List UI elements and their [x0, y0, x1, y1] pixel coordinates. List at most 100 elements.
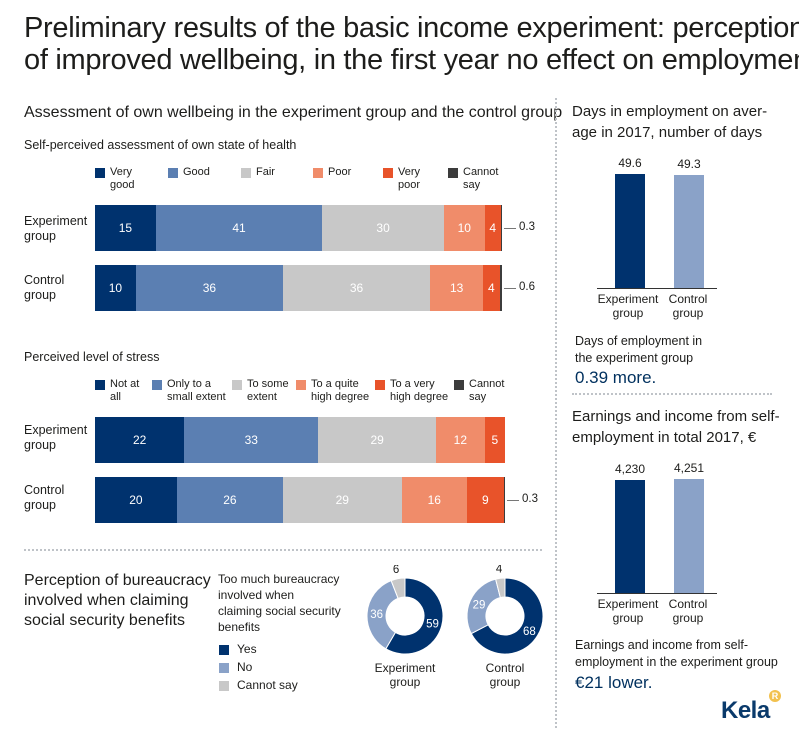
employment-title: Days in employment on aver- age in 2017,… [572, 103, 768, 141]
health-bar-row2-seg1: 10 [95, 265, 136, 311]
donut-experiment-slice-2 [366, 579, 399, 650]
health-row-label-control: Control group [24, 273, 65, 302]
earnings-value-1: 4,230 [614, 461, 646, 476]
legend-very-high: To a very high degree [390, 378, 449, 403]
donut-charts: 59 36 6 68 29 4 [366, 565, 544, 655]
legend-swatch-poor [313, 168, 323, 178]
health-bar-row2-seg5: 4 [483, 265, 500, 311]
donut-label-control: Control group [485, 661, 525, 689]
legend-cannot-say: Cannot say [463, 166, 499, 191]
stress-bar-row1-seg3: 29 [318, 417, 436, 463]
employment-value-1: 49.6 [618, 156, 642, 170]
legend-swatch-very-good [95, 168, 105, 178]
legend-stress-cannot-say: Cannot say [469, 378, 505, 403]
donut-control-slice-3 [495, 577, 506, 599]
legend-small-extent: Only to a small extent [167, 378, 226, 403]
employment-bar-2 [674, 174, 704, 288]
health-bar-row2-seg6 [499, 265, 502, 311]
legend-swatch-some-extent [232, 380, 242, 390]
stress-bar-row2-seg4: 16 [401, 477, 467, 523]
donut-experiment-slice-label-1: 59 [426, 618, 439, 630]
stress-bar-row1-seg5: 5 [484, 417, 505, 463]
health-callout-line-row1 [504, 228, 516, 229]
donut-control-slice-label-3: 4 [496, 565, 503, 575]
donut-label-experiment: Experiment group [374, 661, 436, 689]
stress-callout-label-row2: 0.3 [522, 493, 538, 505]
donut-control-slice-1 [470, 577, 544, 655]
legend-swatch-very-poor [383, 168, 393, 178]
legend-swatch-not-at-all [95, 380, 105, 390]
employment-bar-1 [615, 174, 645, 288]
donut-control-slice-label-1: 68 [523, 626, 536, 638]
health-callout-label-row2: 0.6 [519, 281, 535, 293]
bureaucracy-title: Perception of bureaucracy involved when … [24, 572, 211, 629]
health-callout-line-row2 [504, 288, 516, 289]
health-row-label-experiment: Experiment group [24, 214, 88, 243]
earnings-label-control: Control group [668, 597, 708, 625]
divider-horizontal-left [24, 549, 542, 551]
donut-experiment-slice-3 [390, 577, 406, 599]
stress-bar-row2-seg3: 29 [283, 477, 402, 523]
health-bar-row2-seg3: 36 [282, 265, 431, 311]
legend-very-good: Very good [110, 166, 135, 191]
health-bar-row1-seg2: 41 [155, 205, 323, 251]
health-bar-row1-seg3: 30 [322, 205, 444, 251]
donut-legend-no: No [237, 660, 253, 674]
stress-bar-row2-seg5: 9 [466, 477, 504, 523]
donut-legend-yes: Yes [237, 642, 257, 656]
donut-experiment-slice-label-3: 6 [393, 565, 399, 576]
health-chart-title: Self-perceived assessment of own state o… [24, 138, 297, 152]
legend-poor: Poor [328, 166, 352, 178]
donut-legend-swatch-no [219, 663, 229, 673]
stress-bar-row1-seg4: 12 [435, 417, 485, 463]
kela-logo: Kela [721, 697, 770, 724]
legend-swatch-stress-cannot-say [454, 380, 464, 390]
earnings-value-2: 4,251 [673, 461, 705, 475]
stress-row-label-experiment: Experiment group [24, 423, 88, 452]
legend-some-extent: To some extent [247, 378, 289, 403]
health-bar-row2-seg2: 36 [135, 265, 283, 311]
legend-not-at-all: Not at all [110, 378, 140, 403]
stress-bar-row1-seg2: 33 [184, 417, 319, 463]
health-bar-row1-seg4: 10 [443, 205, 485, 251]
stress-bar-row2-seg6 [503, 477, 506, 523]
legend-swatch-small-extent [152, 380, 162, 390]
stress-bar-row1-seg1: 22 [95, 417, 185, 463]
stress-bar-row2-seg1: 20 [95, 477, 177, 523]
health-callout-label-row1: 0.3 [519, 221, 535, 233]
health-bar-row1-seg1: 15 [95, 205, 156, 251]
earnings-title: Earnings and income from self- employmen… [572, 408, 780, 446]
stress-callout-line-row2 [507, 500, 519, 501]
legend-swatch-very-high [375, 380, 385, 390]
earnings-bar-2 [674, 479, 704, 593]
donut-legend-cannot-say: Cannot say [237, 678, 298, 692]
legend-quite-high: To a quite high degree [311, 378, 370, 403]
health-bar-row1-seg5: 4 [484, 205, 501, 251]
earnings-axis [597, 593, 717, 594]
earnings-bar-1 [615, 479, 645, 593]
stress-bar-row2-seg2: 26 [176, 477, 284, 523]
legend-swatch-quite-high [296, 380, 306, 390]
page-title: Preliminary results of the basic income … [24, 12, 799, 76]
employment-label-experiment: Experiment group [597, 292, 659, 320]
donut-legend-swatch-yes [219, 645, 229, 655]
donut-experiment-slice-1 [385, 577, 444, 655]
earnings-highlight: €21 lower. [575, 673, 653, 692]
donut-control-slice-label-2: 29 [473, 599, 486, 611]
legend-fair: Fair [256, 166, 275, 178]
donut-control: 68 29 4 [466, 565, 544, 655]
legend-very-poor: Very poor [398, 166, 421, 191]
employment-axis [597, 288, 717, 289]
employment-note: Days of employment in the experiment gro… [575, 334, 703, 365]
health-bar-row1-seg6 [500, 205, 503, 251]
wellbeing-section-title: Assessment of own wellbeing in the exper… [24, 104, 563, 121]
employment-highlight: 0.39 more. [575, 368, 657, 387]
donut-legend-swatch-cannot-say [219, 681, 229, 691]
legend-swatch-good [168, 168, 178, 178]
employment-label-control: Control group [668, 292, 708, 320]
divider-horizontal-right [572, 393, 772, 395]
divider-vertical [555, 98, 557, 728]
earnings-note: Earnings and income from self- employmen… [575, 638, 778, 669]
stress-chart-title: Perceived level of stress [24, 350, 160, 364]
donut-experiment-slice-label-2: 36 [370, 609, 383, 621]
